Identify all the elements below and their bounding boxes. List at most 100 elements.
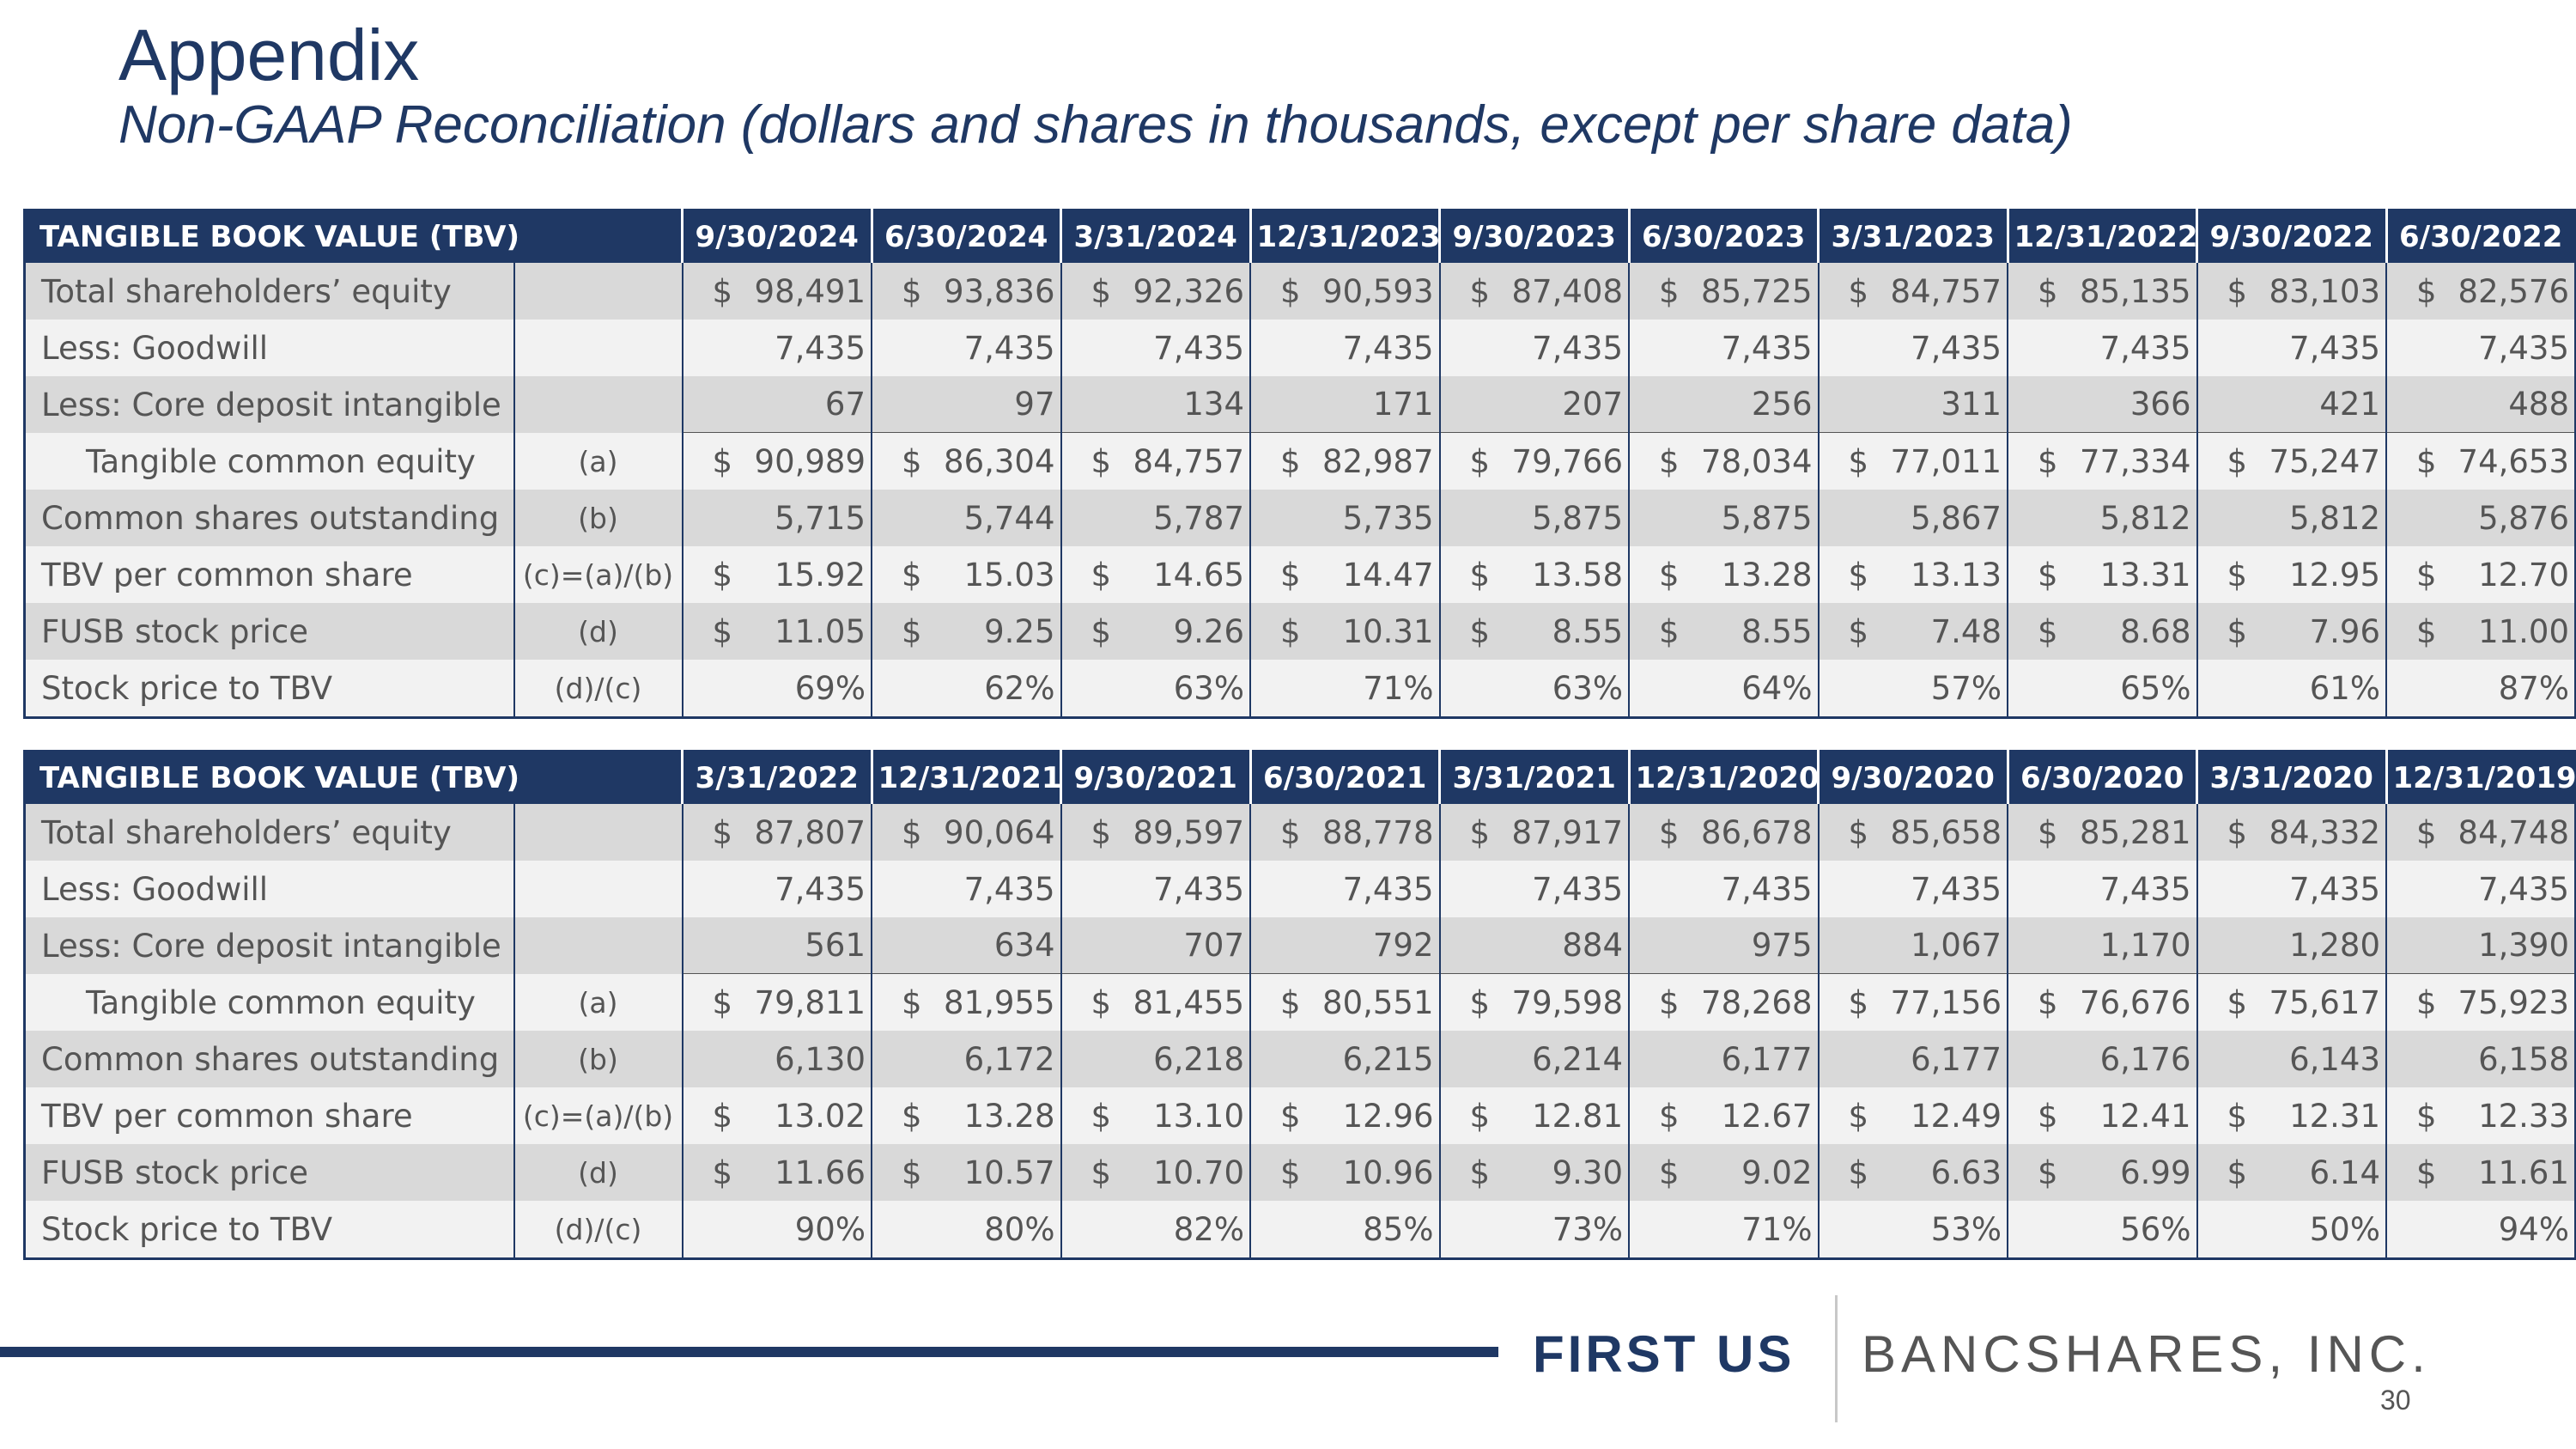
- value-cell: $12.33: [2386, 1087, 2576, 1144]
- value-cell-content: 7,435: [1441, 861, 1629, 917]
- value-cell: 56%: [2008, 1201, 2198, 1259]
- currency-symbol: $: [2038, 1154, 2058, 1191]
- page-subtitle: Non-GAAP Reconciliation (dollars and sha…: [118, 95, 2073, 155]
- value-cell: 80%: [872, 1201, 1062, 1259]
- table-row: Less: Core deposit intangible 561 634 707 79…: [24, 916, 2576, 975]
- amount: 7,435: [2099, 329, 2191, 367]
- value-cell: $90,989: [682, 433, 872, 490]
- amount: 82%: [1173, 1210, 1244, 1248]
- currency-symbol: $: [2038, 983, 2058, 1021]
- period-header: 12/31/2023: [1250, 210, 1441, 263]
- row-formula-note: [513, 320, 683, 376]
- amount: 79,598: [1511, 983, 1623, 1021]
- value-cell-content: $78,034: [1630, 433, 1818, 490]
- amount: 69%: [794, 669, 866, 707]
- value-cell: 7,435: [1818, 861, 2008, 917]
- value-cell: $10.70: [1060, 1144, 1251, 1201]
- value-cell-content: 1,280: [2197, 916, 2385, 975]
- amount: 11.61: [2478, 1154, 2569, 1191]
- value-cell-content: $89,597: [1062, 804, 1250, 861]
- amount: 90%: [794, 1210, 866, 1248]
- value-cell: $6.63: [1818, 1144, 2008, 1201]
- currency-symbol: $: [1469, 556, 1491, 594]
- table-row: Less: Goodwill 7,435 7,435 7,435 7,435 7,435 7…: [24, 320, 2576, 376]
- amount: 94%: [2498, 1210, 2569, 1248]
- amount: 85%: [1363, 1210, 1434, 1248]
- value-cell-content: $12.31: [2198, 1087, 2386, 1144]
- value-cell: 7,435: [2008, 320, 2198, 376]
- table-row: Common shares outstanding (b) 5,715 5,744 5,…: [24, 490, 2576, 546]
- amount: 7,435: [2099, 870, 2191, 908]
- value-cell: $6.14: [2196, 1144, 2387, 1201]
- value-cell: $9.02: [1629, 1144, 1820, 1201]
- amount: 10.96: [1342, 1154, 1434, 1191]
- value-cell-content: $85,281: [2008, 804, 2196, 861]
- value-cell-content: $77,156: [1820, 974, 2008, 1031]
- value-cell: 5,735: [1250, 490, 1441, 546]
- value-cell-content: $9.30: [1441, 1144, 1629, 1201]
- value-cell: 63%: [1439, 660, 1630, 718]
- value-cell: $86,304: [872, 433, 1062, 490]
- currency-symbol: $: [2416, 272, 2437, 310]
- amount: 5,875: [1532, 499, 1623, 537]
- value-cell: 7,435: [1250, 320, 1441, 376]
- value-cell-content: 94%: [2387, 1201, 2574, 1257]
- value-cell-content: 256: [1630, 375, 1818, 434]
- value-cell: 85%: [1250, 1201, 1441, 1259]
- amount: 366: [2129, 385, 2191, 423]
- amount: 7,435: [1342, 870, 1434, 908]
- currency-symbol: $: [1091, 813, 1112, 851]
- amount: 90,989: [754, 442, 866, 480]
- value-cell: $9.26: [1060, 603, 1251, 660]
- amount: 7,435: [1911, 870, 2002, 908]
- value-cell-content: 6,218: [1062, 1031, 1250, 1087]
- value-cell-content: $14.65: [1062, 546, 1250, 603]
- value-cell: $8.55: [1629, 603, 1820, 660]
- value-cell: $77,011: [1818, 433, 2008, 490]
- value-cell: $90,593: [1250, 263, 1441, 320]
- currency-symbol: $: [902, 442, 922, 480]
- amount: 13.58: [1532, 556, 1623, 594]
- value-cell-content: $93,836: [872, 263, 1060, 320]
- value-cell-content: 65%: [2008, 660, 2196, 716]
- amount: 5,735: [1342, 499, 1434, 537]
- value-cell-content: $10.70: [1062, 1144, 1250, 1201]
- value-cell-content: $82,987: [1251, 433, 1439, 490]
- value-cell: $75,923: [2386, 974, 2576, 1031]
- amount: 71%: [1363, 669, 1434, 707]
- amount: 884: [1562, 926, 1623, 964]
- value-cell-content: $77,011: [1820, 433, 2008, 490]
- value-cell-content: 1,390: [2387, 916, 2574, 975]
- amount: 9.02: [1741, 1154, 1813, 1191]
- amount: 77,011: [1890, 442, 2002, 480]
- value-cell: 6,177: [1629, 1031, 1820, 1087]
- value-cell-content: 5,875: [1630, 490, 1818, 546]
- currency-symbol: $: [1091, 1154, 1112, 1191]
- value-cell: 5,875: [1629, 490, 1820, 546]
- value-cell: 5,875: [1439, 490, 1630, 546]
- value-cell: $11.61: [2386, 1144, 2576, 1201]
- table-row: FUSB stock price (d) $11.66 $10.57 $10.70 $10…: [24, 1144, 2576, 1201]
- footer-rule: [0, 1347, 1498, 1357]
- currency-symbol: $: [2038, 272, 2058, 310]
- value-cell-content: $13.28: [872, 1087, 1060, 1144]
- value-cell: 50%: [2196, 1201, 2387, 1259]
- table-row: Stock price to TBV (d)/(c) 90% 80% 82% 85% 73%…: [24, 1201, 2576, 1259]
- value-cell: $76,676: [2008, 974, 2198, 1031]
- currency-symbol: $: [1848, 612, 1869, 650]
- value-cell-content: 6,158: [2387, 1031, 2574, 1087]
- value-cell-content: 6,130: [683, 1031, 872, 1087]
- amount: 13.31: [2099, 556, 2191, 594]
- row-label: Less: Goodwill: [24, 320, 515, 376]
- currency-symbol: $: [1848, 1097, 1869, 1135]
- currency-symbol: $: [2227, 556, 2248, 594]
- currency-symbol: $: [902, 813, 922, 851]
- amount: 78,268: [1701, 983, 1813, 1021]
- value-cell-content: $83,103: [2198, 263, 2386, 320]
- value-cell: 71%: [1629, 1201, 1820, 1259]
- amount: 7,435: [1911, 329, 2002, 367]
- table-row: TBV per common share (c)=(a)/(b) $13.02 $13…: [24, 1087, 2576, 1144]
- value-cell: 65%: [2008, 660, 2198, 718]
- currency-symbol: $: [1659, 983, 1680, 1021]
- value-cell-content: $75,923: [2387, 974, 2574, 1031]
